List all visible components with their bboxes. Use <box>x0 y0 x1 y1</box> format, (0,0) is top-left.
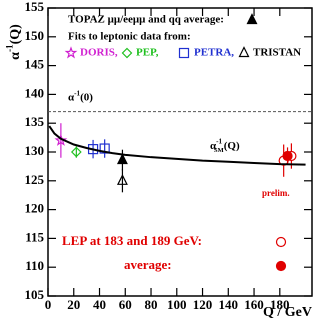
reference-label-rest: (0) <box>80 91 93 103</box>
marker <box>282 150 293 162</box>
reference-label: α-1(0) <box>68 89 93 103</box>
y-tick-label: 135 <box>25 114 45 129</box>
legend-marker <box>246 13 258 25</box>
curve-label-sub: SM <box>214 146 225 153</box>
x-tick-label: 0 <box>45 297 52 312</box>
x-tick-label: 120 <box>193 297 213 312</box>
legend-label: PETRA, <box>194 47 234 59</box>
legend-label: average: <box>124 257 172 272</box>
legend-marker <box>275 260 287 272</box>
y-tick-label: 150 <box>25 28 45 43</box>
y-axis-label-base: α <box>8 52 23 60</box>
marker <box>116 173 128 185</box>
y-tick-label: 120 <box>25 201 45 216</box>
legend-marker <box>275 236 287 248</box>
marker <box>70 146 82 158</box>
x-tick-label: 20 <box>67 297 80 312</box>
curve-label-rest: (Q) <box>224 140 240 152</box>
legend-marker <box>121 47 133 59</box>
y-axis-label: α-1(Q) <box>4 24 23 60</box>
x-tick-label: 160 <box>244 297 264 312</box>
prelim-note: prelim. <box>262 188 290 198</box>
y-tick-label: 145 <box>25 57 45 72</box>
y-tick-label: 110 <box>25 258 44 273</box>
x-tick-label: 40 <box>93 297 106 312</box>
legend-label: LEP at 183 and 189 GeV: <box>62 233 202 248</box>
legend-marker <box>238 46 250 58</box>
y-axis-label-rest: (Q) <box>8 24 23 45</box>
y-tick-label: 130 <box>25 143 45 158</box>
y-tick-label: 155 <box>25 0 45 14</box>
x-tick-label: 60 <box>119 297 132 312</box>
legend-marker <box>64 46 78 59</box>
legend-label: DORIS, <box>80 47 118 59</box>
x-tick-label: 180 <box>270 297 290 312</box>
curve-label-sup: -1 <box>216 137 222 145</box>
legend-title: Fits to leptonic data from: <box>68 31 191 43</box>
reference-label-base: α <box>68 91 75 103</box>
x-tick-label: 80 <box>145 297 158 312</box>
x-axis-label: Q / GeV <box>263 305 312 320</box>
marker <box>99 143 110 154</box>
legend-label: TRISTAN <box>253 47 301 59</box>
y-tick-label: 125 <box>25 172 45 187</box>
marker <box>54 133 68 146</box>
legend-label: TOPAZ μμ/eeμμ and qq average: <box>68 14 224 26</box>
x-tick-label: 140 <box>219 297 239 312</box>
x-tick-label: 100 <box>167 297 187 312</box>
y-tick-label: 140 <box>25 85 45 100</box>
reference-label-sup: -1 <box>74 89 80 97</box>
y-tick-label: 115 <box>25 229 44 244</box>
curve-label: α-1 SM(Q) <box>210 137 240 153</box>
y-tick-label: 105 <box>25 287 45 302</box>
legend-label: PEP, <box>136 47 159 59</box>
legend-marker <box>178 47 190 59</box>
marker <box>116 153 128 165</box>
sm-curve <box>48 125 306 166</box>
y-axis-label-sup: -1 <box>4 44 14 52</box>
curve-label-base: α <box>210 140 217 152</box>
